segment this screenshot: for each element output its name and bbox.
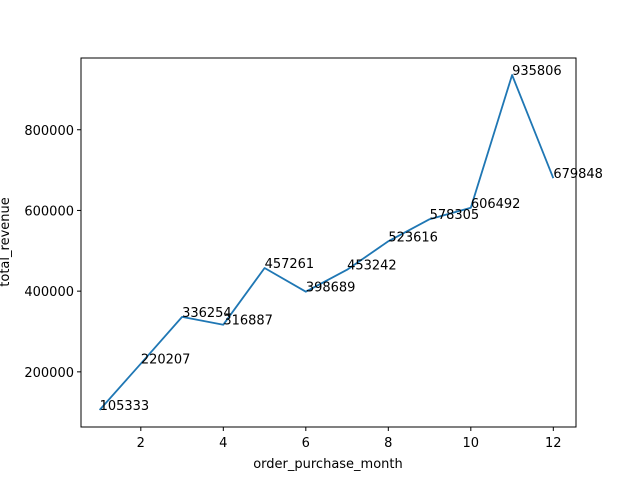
data-label: 220207 xyxy=(141,353,191,368)
data-label: 453242 xyxy=(347,259,397,274)
ticks-layer: 2 4 6 8 10 12 200000 400000 600000 800000 xyxy=(24,124,561,451)
data-label: 398689 xyxy=(306,281,356,296)
x-tick-label: 12 xyxy=(545,436,562,451)
x-axis-title: order_purchase_month xyxy=(253,457,403,472)
x-tick-label: 8 xyxy=(384,436,392,451)
x-tick-label: 6 xyxy=(302,436,310,451)
series-line xyxy=(98,74,555,411)
y-tick-label: 800000 xyxy=(24,124,74,139)
y-tick-label: 400000 xyxy=(24,285,74,300)
data-label: 457261 xyxy=(265,257,315,272)
y-tick-label: 600000 xyxy=(24,204,74,219)
y-axis-title: total_revenue xyxy=(0,197,13,286)
data-label: 105333 xyxy=(100,399,150,414)
y-tick-label: 200000 xyxy=(24,366,74,381)
x-tick-label: 10 xyxy=(463,436,480,451)
data-label: 316887 xyxy=(223,314,273,329)
data-label: 523616 xyxy=(388,230,438,245)
data-label: 578305 xyxy=(430,208,480,223)
data-label: 606492 xyxy=(471,197,521,212)
plot-area xyxy=(80,57,577,428)
x-tick-label: 4 xyxy=(219,436,227,451)
x-tick-label: 2 xyxy=(137,436,145,451)
data-label: 336254 xyxy=(182,306,232,321)
data-label: 679848 xyxy=(553,167,603,182)
data-label: 935806 xyxy=(512,64,562,79)
series-layer xyxy=(98,74,555,411)
